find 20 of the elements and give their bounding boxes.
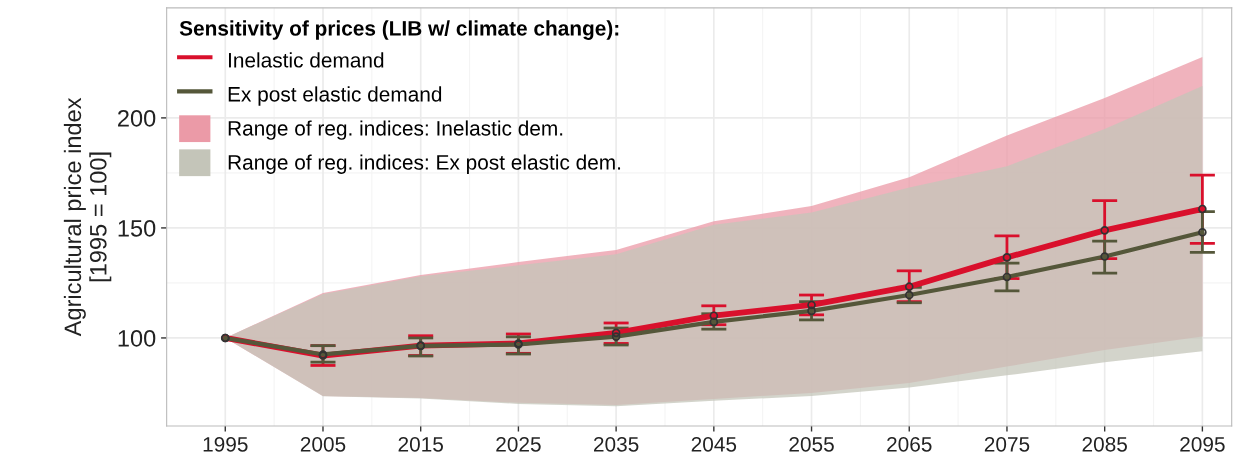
x-tick-label: 2035 — [594, 436, 639, 452]
x-tick-label: 2065 — [887, 436, 932, 452]
y-tick-label: 100 — [118, 330, 156, 347]
x-tick-label: 2095 — [1180, 436, 1225, 452]
x-tick-label: 2085 — [1082, 436, 1127, 452]
x-tick-label: 2045 — [691, 436, 737, 452]
y-tick-label: 200 — [118, 109, 156, 127]
legend-label: Range of reg. indices: Ex post elastic dem. — [228, 154, 621, 174]
x-tick-label: 2015 — [398, 436, 443, 452]
x-tick-label: 2025 — [496, 436, 541, 452]
y-axis-title: Agricultural price index [1995 = 100] — [63, 97, 112, 337]
legend-label: Inelastic demand — [228, 52, 384, 68]
x-tick-label: 2075 — [984, 436, 1030, 452]
x-tick-label: 2055 — [789, 436, 834, 452]
x-tick-label: 2005 — [300, 436, 346, 452]
legend-label: Ex post elastic demand — [228, 86, 442, 106]
legend-label: Range of reg. indices: Inelastic dem. — [228, 120, 563, 140]
x-tick-label: 1995 — [203, 436, 248, 452]
y-tick-label: 150 — [118, 219, 156, 237]
legend-title: Sensitivity of prices (LIB w/ climate change): — [179, 20, 619, 40]
